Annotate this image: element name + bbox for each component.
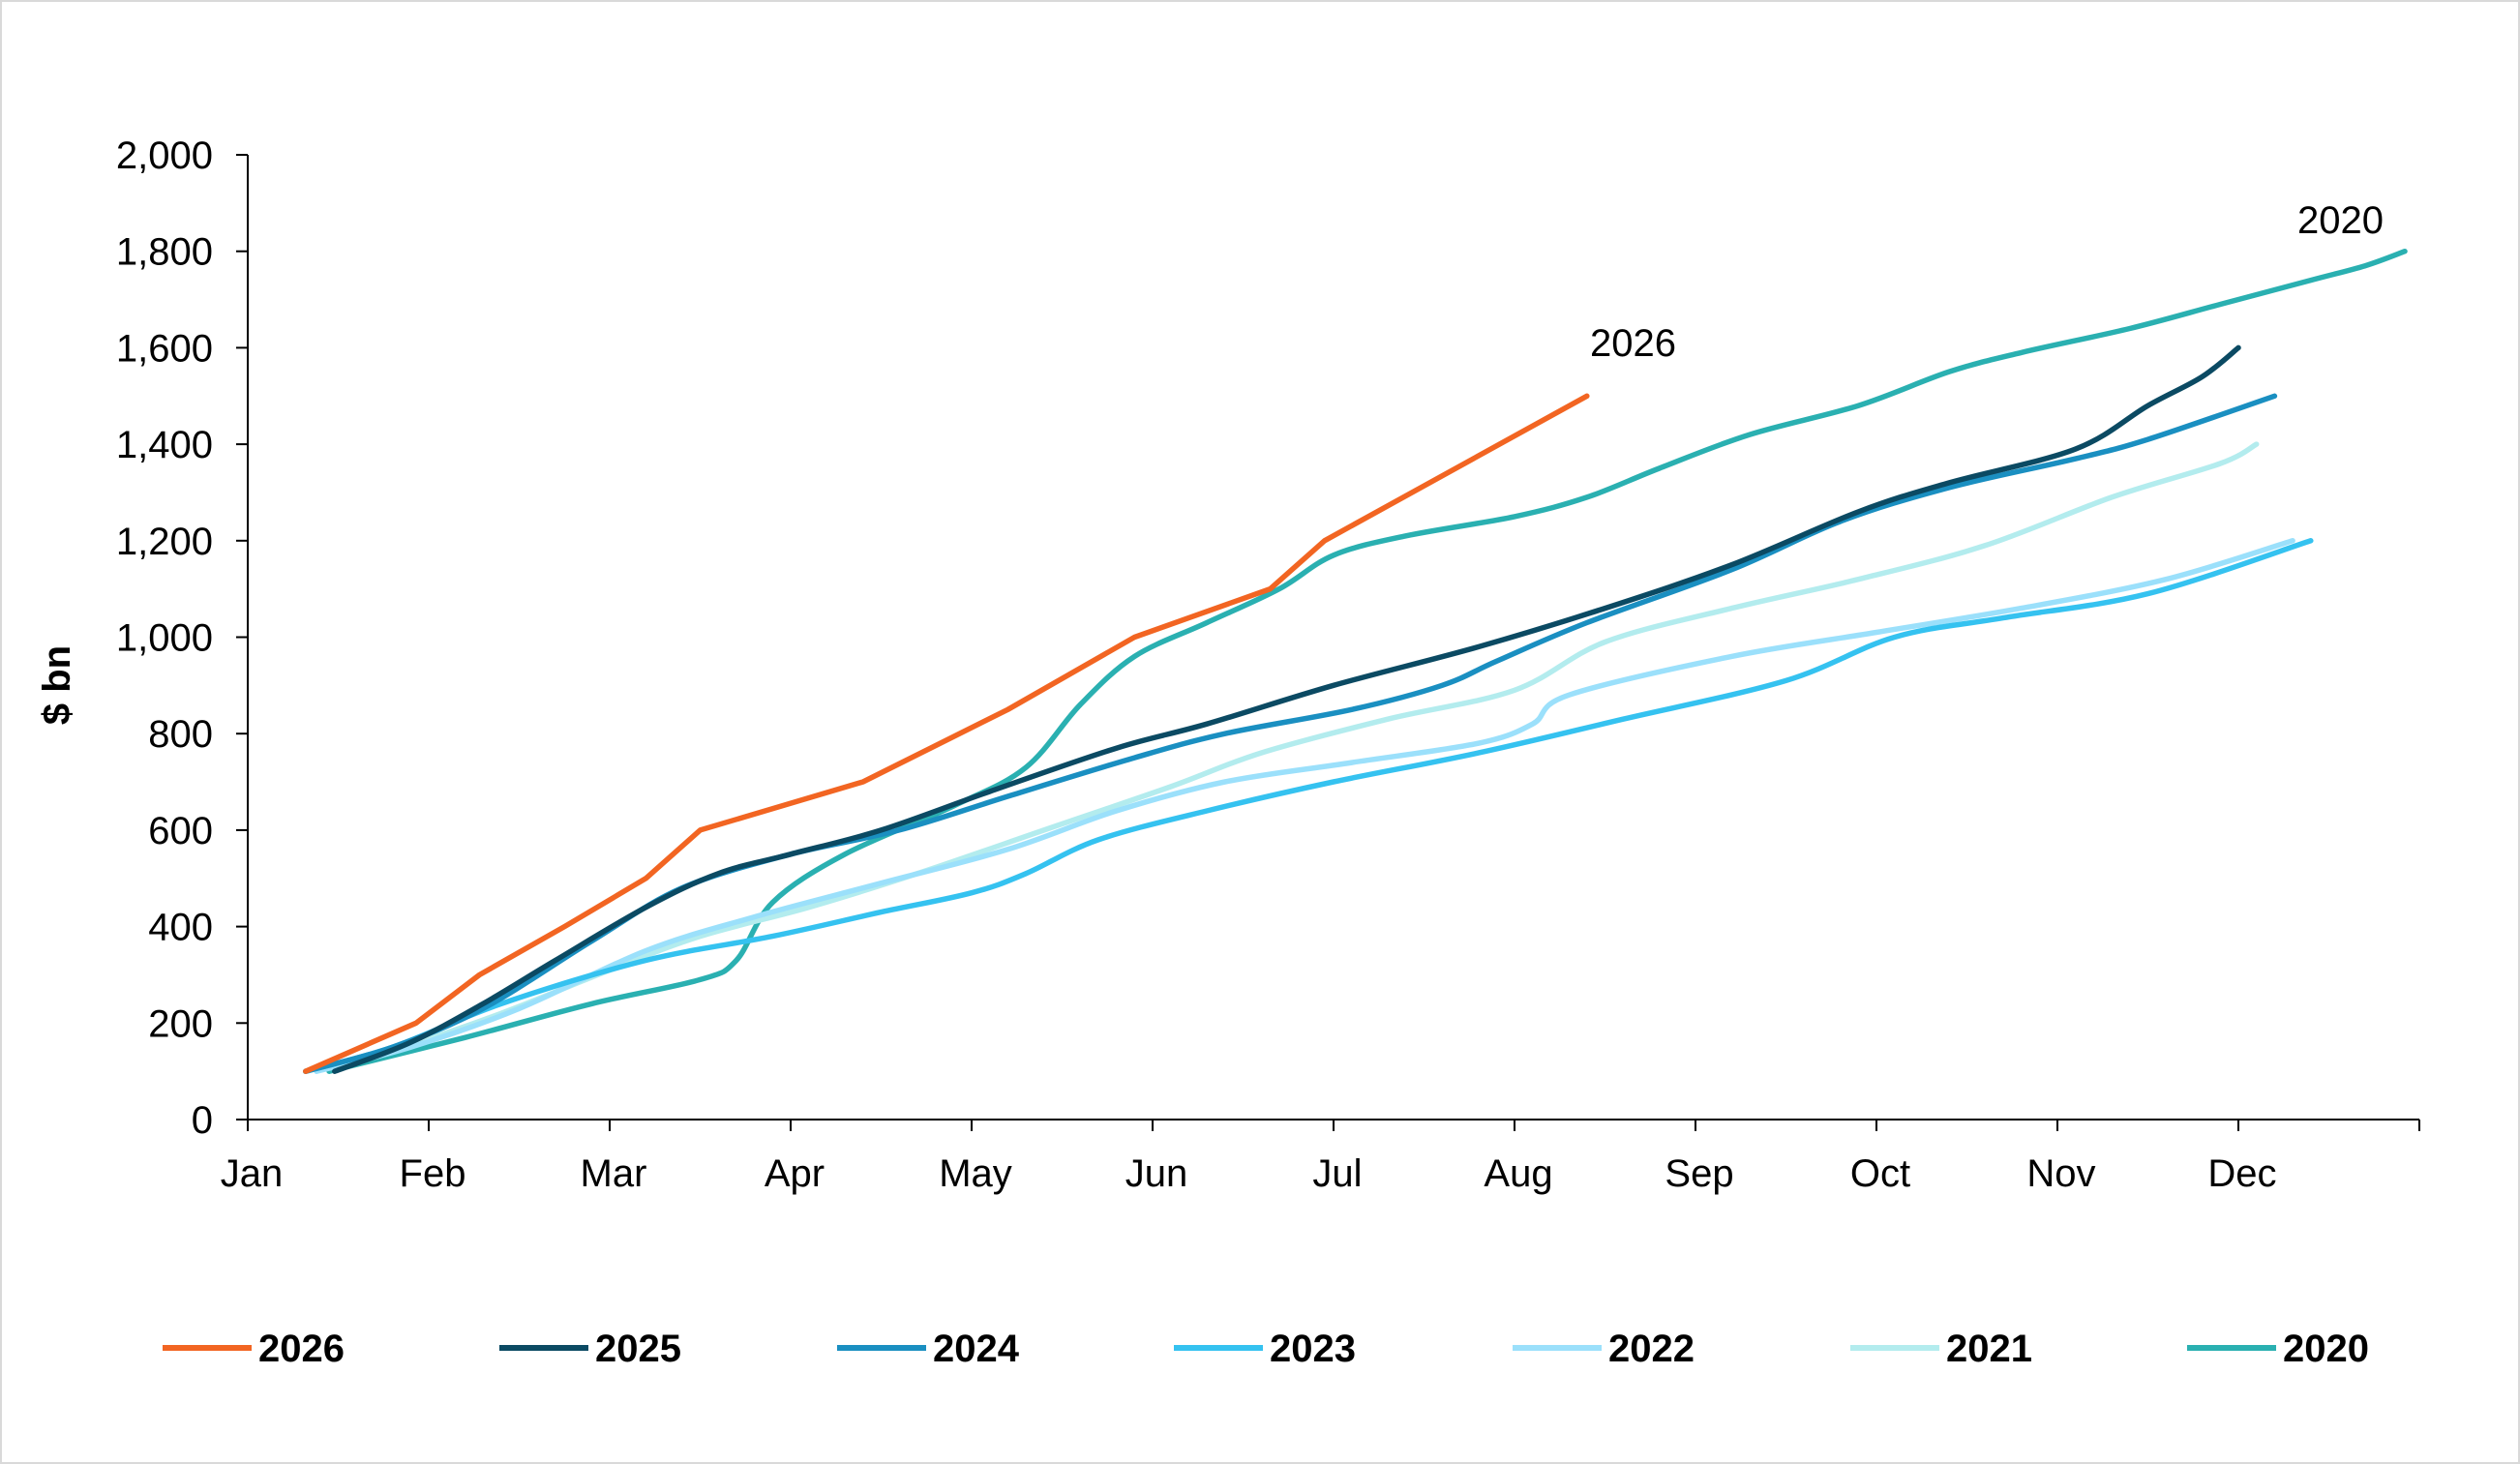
- x-tick-label: Apr: [765, 1152, 825, 1195]
- x-tick-label: Mar: [581, 1152, 647, 1195]
- y-axis-title: $ bn: [36, 645, 78, 725]
- x-tick-label: Sep: [1665, 1152, 1733, 1195]
- y-tick-label: 1,000: [116, 617, 213, 660]
- end-labels: 2026 2020: [1590, 199, 2384, 365]
- legend-label-2022: 2022: [1608, 1328, 1695, 1370]
- y-tick-label: 1,600: [116, 327, 213, 370]
- y-tick-label: 1,800: [116, 231, 213, 274]
- x-tick-label: Oct: [1850, 1152, 1910, 1195]
- y-tick-label: 200: [148, 1002, 213, 1045]
- x-tick-label: May: [939, 1152, 1012, 1195]
- legend-label-2026: 2026: [258, 1328, 345, 1370]
- x-tick-label: Aug: [1484, 1152, 1552, 1195]
- y-tick-label: 800: [148, 713, 213, 756]
- axes: 0 200 400 600 800 1,000 1,200 1,400 1,600 1,800 2,…: [116, 134, 2420, 1195]
- x-tick-label: Jul: [1312, 1152, 1362, 1195]
- x-tick-label: Feb: [400, 1152, 466, 1195]
- legend-label-2024: 2024: [933, 1328, 1020, 1370]
- legend-label-2023: 2023: [1270, 1328, 1356, 1370]
- series-line-2025: [332, 344, 2241, 1074]
- y-tick-label: 2,000: [116, 134, 213, 177]
- y-tick-label: 1,400: [116, 424, 213, 466]
- series-lines: [303, 248, 2408, 1074]
- annotation-2020: 2020: [2297, 199, 2384, 242]
- x-tick-label: Jan: [221, 1152, 284, 1195]
- y-tick-label: 1,200: [116, 521, 213, 563]
- x-tick-label: Dec: [2207, 1152, 2276, 1195]
- x-tick-label: Jun: [1125, 1152, 1188, 1195]
- series-line-2022: [314, 538, 2295, 1074]
- annotation-2026: 2026: [1590, 322, 1676, 365]
- series-line-2026: [303, 393, 1590, 1074]
- y-tick-label: 0: [192, 1099, 213, 1142]
- series-line-2021: [303, 441, 2260, 1074]
- x-tick-label: Nov: [2026, 1152, 2095, 1195]
- series-line-2023: [303, 538, 2314, 1074]
- series-line-2020: [326, 248, 2408, 1074]
- legend-label-2021: 2021: [1946, 1328, 2032, 1370]
- legend: 2026 2025 2024 2023 2022 2021 2020: [163, 1328, 2369, 1370]
- y-tick-label: 400: [148, 907, 213, 949]
- legend-label-2020: 2020: [2283, 1328, 2369, 1370]
- legend-label-2025: 2025: [595, 1328, 681, 1370]
- y-tick-label: 600: [148, 810, 213, 852]
